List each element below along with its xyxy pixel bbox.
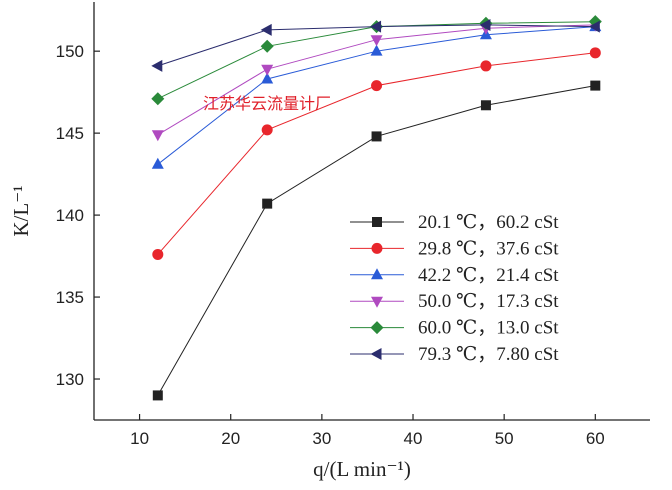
data-point bbox=[151, 59, 163, 72]
data-point bbox=[370, 35, 383, 47]
legend-entry-2: 29.8 ℃，37.6 cSt bbox=[350, 238, 559, 259]
legend-label: 50.0 ℃，17.3 cSt bbox=[418, 291, 559, 312]
data-point bbox=[152, 390, 163, 401]
y-tick-label: 145 bbox=[56, 124, 84, 143]
legend-marker bbox=[370, 348, 382, 360]
watermark-text: 江苏华云流量计厂 bbox=[203, 94, 331, 113]
data-point bbox=[262, 198, 273, 209]
series-1 bbox=[152, 80, 601, 401]
legend-label: 42.2 ℃，21.4 cSt bbox=[418, 265, 559, 286]
y-axis-label: K/L⁻¹ bbox=[9, 185, 33, 236]
legend-marker bbox=[370, 321, 384, 335]
series-2 bbox=[152, 47, 601, 260]
x-tick-label: 50 bbox=[495, 429, 514, 448]
data-point bbox=[480, 60, 492, 72]
data-point bbox=[480, 100, 491, 111]
x-tick-label: 20 bbox=[221, 429, 240, 448]
data-point bbox=[260, 23, 272, 36]
series-layer bbox=[151, 15, 602, 401]
data-point bbox=[370, 44, 383, 56]
legend-label: 79.3 ℃，7.80 cSt bbox=[418, 344, 559, 365]
legend-label: 29.8 ℃，37.6 cSt bbox=[418, 238, 559, 259]
legend-entry-3: 42.2 ℃，21.4 cSt bbox=[350, 265, 559, 286]
y-tick-label: 130 bbox=[56, 370, 84, 389]
x-axis-label: q/(L min⁻¹) bbox=[313, 457, 411, 481]
legend-entry-1: 20.1 ℃，60.2 cSt bbox=[350, 212, 559, 233]
data-point bbox=[371, 131, 382, 142]
legend: 20.1 ℃，60.2 cSt 29.8 ℃，37.6 cSt 42.2 ℃，21.… bbox=[350, 212, 559, 365]
axes: 10 20 30 40 50 60 130 135 140 145 150 q/(L min⁻¹) K/… bbox=[9, 2, 650, 481]
y-tick-label: 135 bbox=[56, 288, 84, 307]
x-tick-label: 40 bbox=[404, 429, 423, 448]
data-point bbox=[588, 20, 600, 33]
data-point bbox=[152, 248, 164, 260]
data-point bbox=[479, 18, 491, 31]
data-point bbox=[261, 72, 274, 84]
data-point bbox=[261, 124, 273, 136]
legend-marker bbox=[371, 268, 383, 280]
legend-marker bbox=[371, 296, 383, 308]
series-6 bbox=[151, 18, 600, 72]
data-point bbox=[371, 80, 383, 92]
data-point bbox=[151, 92, 165, 106]
x-tick-label: 30 bbox=[312, 429, 331, 448]
y-tick-label: 140 bbox=[56, 206, 84, 225]
data-point bbox=[370, 20, 382, 33]
data-point bbox=[261, 64, 274, 76]
y-tick-label: 150 bbox=[56, 42, 84, 61]
legend-entry-4: 50.0 ℃，17.3 cSt bbox=[350, 291, 559, 312]
legend-label: 60.0 ℃，13.0 cSt bbox=[418, 318, 559, 339]
legend-entry-5: 60.0 ℃，13.0 cSt bbox=[350, 318, 559, 339]
legend-entry-6: 79.3 ℃，7.80 cSt bbox=[350, 344, 559, 365]
x-tick-label: 60 bbox=[586, 429, 605, 448]
legend-label: 20.1 ℃，60.2 cSt bbox=[418, 212, 559, 233]
data-point bbox=[260, 39, 274, 53]
data-point bbox=[589, 47, 601, 59]
data-point bbox=[151, 130, 164, 142]
data-point bbox=[590, 80, 601, 91]
legend-marker bbox=[372, 217, 382, 227]
data-point bbox=[151, 157, 164, 169]
legend-marker bbox=[371, 242, 383, 254]
x-tick-label: 10 bbox=[130, 429, 149, 448]
